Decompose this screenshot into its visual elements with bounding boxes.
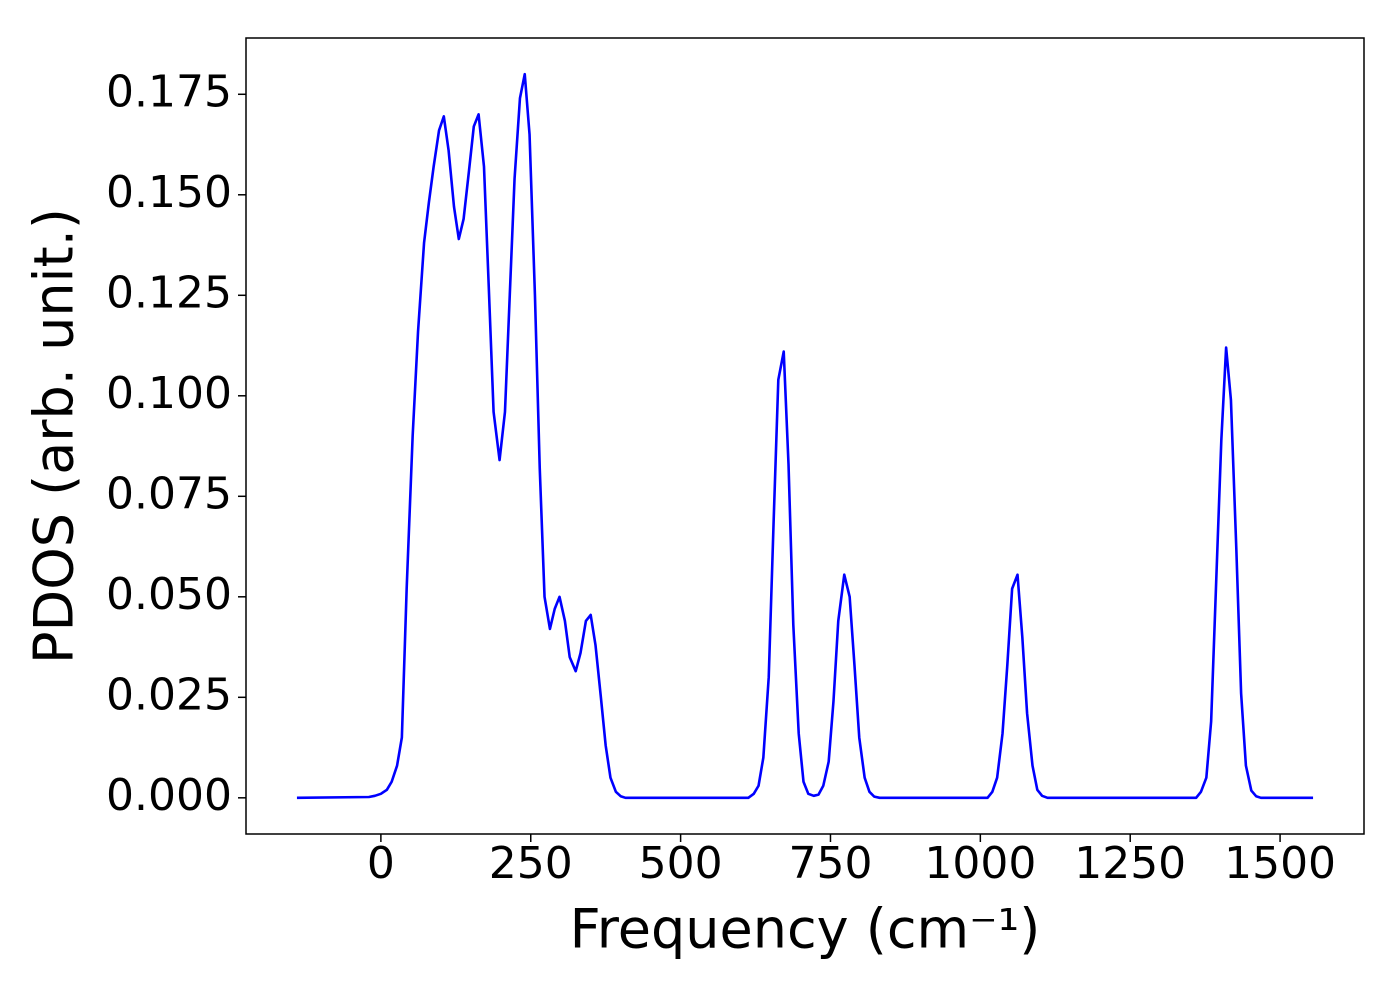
y-tick-label: 0.050 (106, 569, 232, 620)
y-tick-label: 0.025 (106, 669, 232, 720)
y-tick-label: 0.000 (106, 770, 232, 821)
x-axis-label: Frequency (cm⁻¹) (570, 898, 1041, 961)
y-tick-label: 0.075 (106, 468, 232, 519)
y-tick-label: 0.175 (106, 66, 232, 117)
x-tick-label: 1500 (1224, 838, 1336, 889)
x-tick-label: 250 (489, 838, 573, 889)
plot-frame (245, 37, 1365, 835)
x-tick-label: 1250 (1074, 838, 1186, 889)
x-tick-label: 0 (367, 838, 395, 889)
y-tick-label: 0.150 (106, 167, 232, 218)
data-line (296, 72, 1314, 800)
x-tick-label: 500 (639, 838, 723, 889)
y-tick-label: 0.100 (106, 368, 232, 419)
y-tick-label: 0.125 (106, 267, 232, 318)
y-axis-label: PDOS (arb. unit.) (23, 208, 86, 664)
x-tick-label: 750 (788, 838, 872, 889)
x-tick-label: 1000 (924, 838, 1036, 889)
